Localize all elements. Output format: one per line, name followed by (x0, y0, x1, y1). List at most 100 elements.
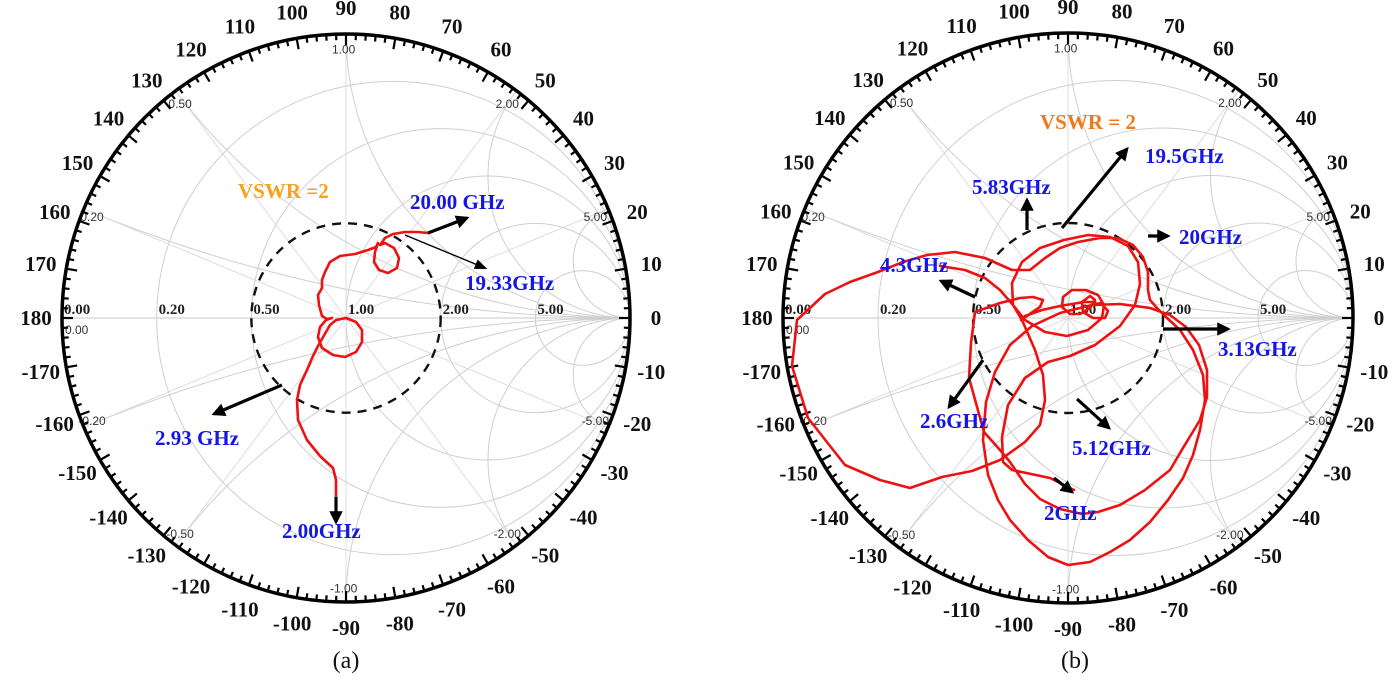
angle-label: -60 (487, 574, 515, 598)
marker-arrow-icon (214, 385, 282, 414)
angle-label: 80 (389, 1, 410, 25)
resistance-label: 0.00 (65, 323, 89, 337)
marker-arrow-icon (941, 281, 975, 297)
angle-label: 180 (741, 306, 773, 330)
angle-label: -80 (1108, 612, 1136, 636)
angle-label: 30 (1327, 151, 1348, 175)
angle-label: -90 (1054, 617, 1082, 641)
reactance-label: 2.00 (1218, 96, 1242, 110)
reactance-label: -1.00 (1052, 583, 1080, 597)
angle-label: 110 (225, 15, 255, 39)
angle-label: 80 (1112, 0, 1133, 24)
angle-label: -110 (943, 598, 980, 622)
frequency-marker-label: 20GHz (1179, 225, 1242, 249)
angle-label: 120 (175, 38, 207, 62)
angle-label: 10 (1364, 252, 1385, 276)
angle-label: -10 (637, 360, 665, 384)
angle-label: 30 (604, 151, 625, 175)
angle-label: 150 (62, 151, 94, 175)
angle-label: -170 (742, 360, 781, 384)
reactance-label: -2.00 (1216, 528, 1244, 542)
angle-label: 130 (131, 69, 163, 93)
angle-label: -120 (172, 574, 211, 598)
reactance-label: -0.50 (888, 528, 916, 542)
angle-label: 0 (1374, 306, 1385, 330)
angle-label: 140 (93, 107, 125, 131)
resistance-label: 1.00 (348, 302, 374, 318)
angle-label: -40 (569, 505, 597, 529)
angle-label: -70 (1160, 598, 1188, 622)
reactance-label: 5.00 (584, 210, 608, 224)
angle-label: 50 (1257, 68, 1278, 92)
angle-label: -20 (1346, 412, 1374, 436)
reactance-label: 2.00 (496, 97, 520, 111)
reactance-label: -5.00 (1305, 414, 1333, 428)
angle-label: 0 (651, 306, 662, 330)
angle-label: 180 (20, 306, 52, 330)
resistance-label: 0.20 (880, 302, 906, 318)
angle-label: 70 (442, 15, 463, 39)
angle-label: 120 (897, 37, 929, 61)
angle-label: 10 (641, 252, 662, 276)
frequency-marker-label: 5.83GHz (972, 175, 1051, 199)
angle-label: 140 (814, 106, 846, 130)
marker-arrow-icon (405, 235, 485, 268)
angle-label: -20 (623, 412, 651, 436)
frequency-marker-label: 19.33GHz (465, 271, 554, 295)
angle-label: -160 (757, 412, 796, 436)
reactance-label: -0.50 (166, 527, 194, 541)
reactance-label: 5.00 (1307, 210, 1331, 224)
angle-label: -100 (995, 612, 1034, 636)
angle-label: -10 (1360, 360, 1388, 384)
angle-label: -160 (35, 412, 74, 436)
reactance-label: 0.50 (168, 97, 192, 111)
frequency-marker-label: 2.93 GHz (155, 426, 239, 450)
reactance-label: 1.00 (332, 42, 356, 56)
angle-label: 20 (1350, 200, 1371, 224)
angle-label: -60 (1210, 575, 1238, 599)
frequency-marker-label: 2.00GHz (282, 519, 361, 543)
angle-label: -130 (127, 543, 166, 567)
angle-label: -90 (332, 616, 360, 640)
resistance-label: 2.00 (443, 302, 469, 318)
frequency-marker-label: 2.6GHz (920, 409, 988, 433)
angle-label: 150 (783, 151, 815, 175)
frequency-marker-label: 3.13GHz (1218, 337, 1297, 361)
angle-label: 70 (1164, 14, 1185, 38)
angle-label: 130 (852, 68, 884, 92)
resistance-label: 0.00 (786, 323, 810, 337)
angle-label: 40 (573, 107, 594, 131)
vswr-label: VSWR =2 (238, 179, 329, 203)
angle-label: -50 (1254, 544, 1282, 568)
angle-label: 160 (760, 200, 792, 224)
marker-arrow-icon (1062, 149, 1127, 228)
angle-label: -140 (811, 506, 850, 530)
angle-label: 60 (1213, 37, 1234, 61)
angle-label: -30 (600, 461, 628, 485)
angle-label: 100 (276, 1, 308, 25)
angle-label: -80 (386, 611, 414, 635)
angle-label: -140 (89, 505, 128, 529)
caption-a: (a) (333, 648, 360, 674)
frequency-marker-label: 2GHz (1044, 501, 1097, 525)
marker-arrow-icon (428, 218, 467, 233)
s11-curve (297, 232, 428, 497)
frequency-marker-label: 5.12GHz (1072, 436, 1151, 460)
angle-label: 20 (627, 200, 648, 224)
angle-label: -70 (438, 597, 466, 621)
angle-label: -130 (849, 544, 888, 568)
resistance-label: 5.00 (1260, 302, 1286, 318)
reactance-label: -5.00 (582, 414, 610, 428)
reactance-label: -1.00 (330, 582, 358, 596)
angle-label: 170 (25, 252, 57, 276)
frequency-marker-label: 19.5GHz (1145, 144, 1224, 168)
angle-label: -40 (1292, 506, 1320, 530)
angle-label: -120 (893, 575, 932, 599)
reactance-label: -2.00 (494, 527, 522, 541)
marker-arrow-icon (949, 360, 983, 407)
angle-label: -150 (779, 462, 818, 486)
angle-label: 90 (336, 0, 357, 20)
angle-label: 110 (946, 14, 976, 38)
